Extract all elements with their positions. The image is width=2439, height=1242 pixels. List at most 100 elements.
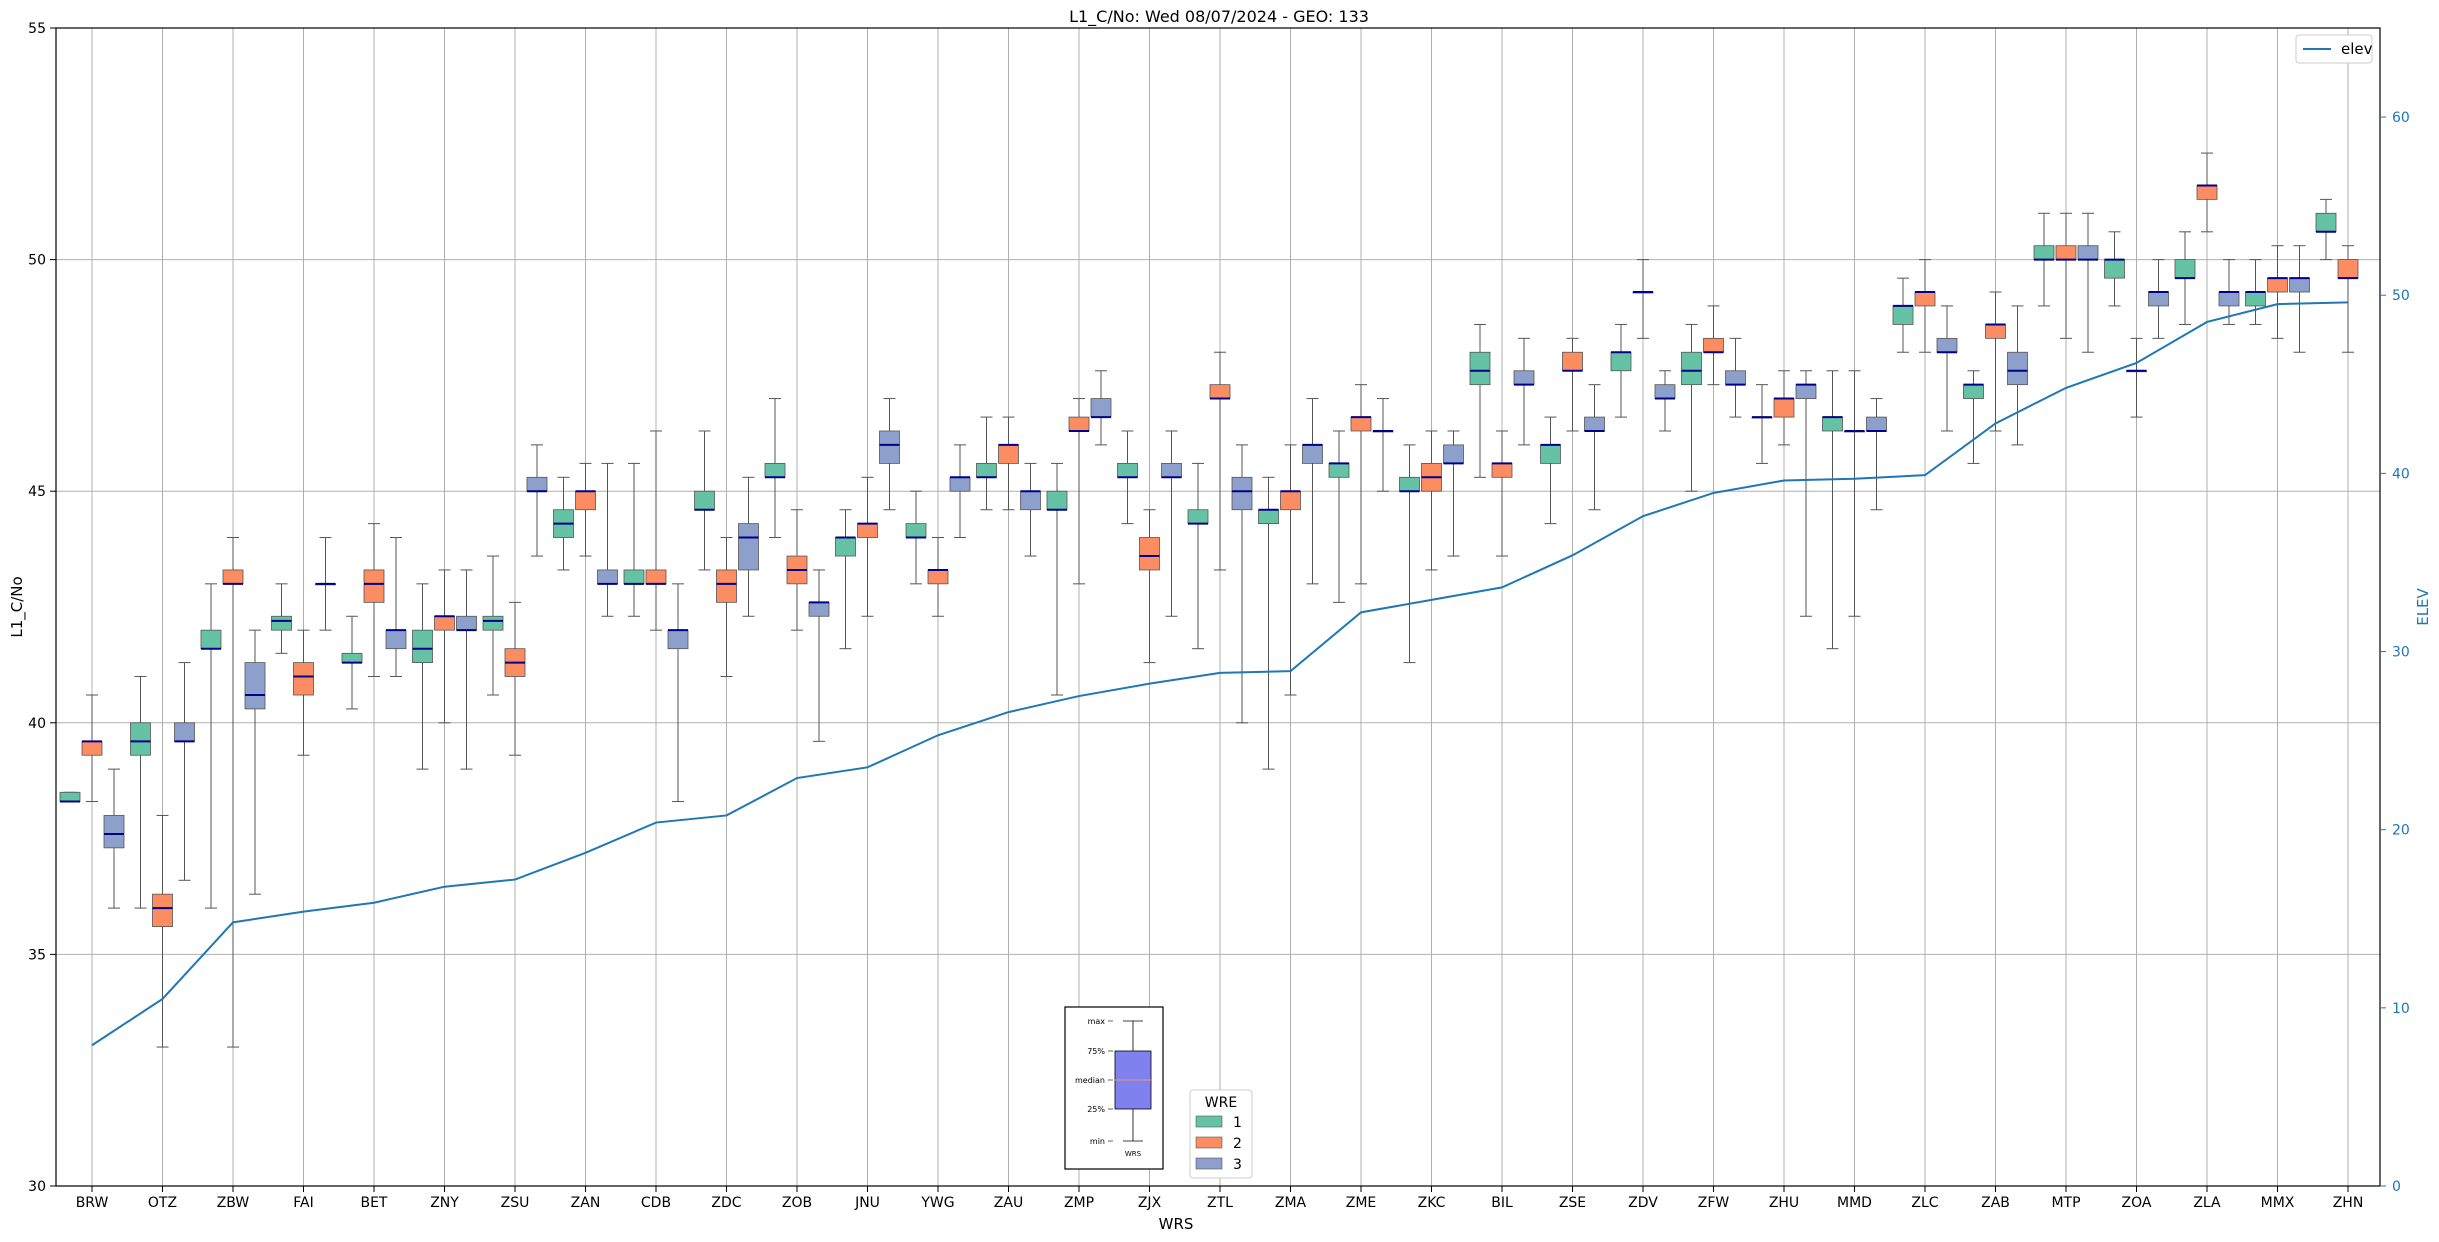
y2-tick-label: 50 bbox=[2392, 288, 2410, 304]
box-group-wre-1 bbox=[1117, 430, 1138, 525]
box-body bbox=[2337, 259, 2359, 279]
box-body bbox=[623, 569, 645, 585]
box-group-wre-1 bbox=[200, 583, 222, 909]
y-tick-label: 40 bbox=[28, 716, 46, 732]
box-group-wre-1 bbox=[1681, 323, 1702, 492]
box-group-wre-3 bbox=[1302, 398, 1323, 585]
x-tick-label: ZME bbox=[1346, 1195, 1377, 1211]
box-body bbox=[1773, 398, 1795, 418]
box-group-wre-2 bbox=[1068, 398, 1090, 585]
box-body bbox=[2267, 277, 2288, 293]
box-body bbox=[222, 569, 244, 585]
box-body bbox=[412, 629, 433, 663]
box-group-wre-3 bbox=[1090, 370, 1112, 446]
box-group-wre-3 bbox=[1584, 384, 1605, 511]
box-group-wre-1 bbox=[2245, 259, 2266, 325]
box-groups bbox=[59, 152, 2359, 1048]
box-group-wre-2 bbox=[2055, 212, 2077, 339]
box-body bbox=[1584, 416, 1605, 432]
box-group-wre-2 bbox=[1914, 259, 1936, 353]
x-tick-label: ZOA bbox=[2122, 1195, 2152, 1211]
y-tick-label: 55 bbox=[28, 21, 46, 37]
x-tick-label: ZFW bbox=[1698, 1195, 1730, 1211]
box-body bbox=[1562, 351, 1583, 372]
elev-legend: elev bbox=[2295, 34, 2373, 64]
y-tick-label: 35 bbox=[28, 947, 46, 963]
box-group-wre-1 bbox=[59, 791, 81, 803]
box-body bbox=[363, 569, 385, 603]
box-body bbox=[1302, 444, 1323, 464]
box-group-wre-3 bbox=[385, 537, 407, 677]
box-body bbox=[1187, 509, 1209, 525]
box-body bbox=[1117, 463, 1138, 478]
box-body bbox=[2218, 291, 2240, 307]
box-group-wre-3 bbox=[879, 398, 900, 511]
box-body bbox=[526, 476, 548, 492]
box-group-wre-1 bbox=[2033, 212, 2055, 307]
box-group-wre-2 bbox=[1632, 259, 1654, 339]
y2-tick-label: 60 bbox=[2392, 110, 2410, 126]
box-body bbox=[1090, 398, 1112, 418]
chart-title: L1_C/No: Wed 08/07/2024 - GEO: 133 bbox=[1069, 7, 1369, 27]
box-body bbox=[1681, 351, 1702, 386]
y-tick-label: 30 bbox=[28, 1179, 46, 1195]
box-body bbox=[1020, 490, 1041, 511]
y2-tick-label: 20 bbox=[2392, 823, 2410, 839]
box-body bbox=[1161, 463, 1182, 478]
box-body bbox=[879, 430, 900, 464]
y2-axis-label: ELEV bbox=[2414, 587, 2432, 625]
box-body bbox=[1513, 370, 1535, 386]
box-group-wre-3 bbox=[738, 476, 759, 617]
box-body bbox=[81, 740, 103, 756]
box-body bbox=[1139, 537, 1160, 571]
box-group-wre-3 bbox=[2007, 305, 2028, 446]
x-tick-label: ZBW bbox=[217, 1195, 250, 1211]
x-tick-label: BET bbox=[360, 1195, 387, 1211]
box-group-wre-2 bbox=[434, 569, 455, 724]
box-group-wre-3 bbox=[597, 462, 618, 617]
box-group-wre-3 bbox=[174, 662, 195, 881]
key-box-inset: max 75% median 25% min WRS bbox=[1064, 1006, 1164, 1170]
box-body bbox=[1046, 490, 1068, 511]
box-group-wre-3 bbox=[1936, 305, 1958, 432]
box-body bbox=[1469, 351, 1491, 386]
box-group-wre-2 bbox=[1844, 370, 1865, 617]
box-group-wre-3 bbox=[315, 537, 336, 631]
x-tick-label: ZHN bbox=[2333, 1195, 2364, 1211]
box-group-wre-1 bbox=[1469, 323, 1491, 478]
box-group-wre-2 bbox=[1491, 430, 1513, 557]
box-body bbox=[927, 569, 949, 585]
x-tick-label: ZAB bbox=[1981, 1195, 2010, 1211]
x-tick-label: ZAU bbox=[994, 1195, 1023, 1211]
box-body bbox=[1866, 416, 1887, 432]
box-group-wre-1 bbox=[1540, 416, 1561, 525]
box-body bbox=[1795, 384, 1817, 399]
box-body bbox=[667, 629, 689, 650]
wre-legend: WRE 1 2 3 bbox=[1189, 1089, 1253, 1179]
x-tick-label: ZHU bbox=[1769, 1195, 1799, 1211]
x-tick-label: MMX bbox=[2261, 1195, 2295, 1211]
box-body bbox=[1068, 416, 1090, 432]
box-body bbox=[2055, 245, 2077, 260]
x-axis-label: WRS bbox=[1159, 1215, 1194, 1233]
box-body bbox=[976, 463, 997, 478]
box-group-wre-3 bbox=[456, 569, 477, 770]
x-tick-label: ZSU bbox=[501, 1195, 530, 1211]
box-body bbox=[244, 662, 266, 710]
box-group-wre-2 bbox=[1280, 444, 1301, 696]
box-group-wre-1 bbox=[1258, 476, 1279, 770]
grid-lines bbox=[56, 27, 2380, 1187]
box-group-wre-2 bbox=[504, 601, 526, 756]
x-tick-label: ZDV bbox=[1628, 1195, 1658, 1211]
box-body bbox=[456, 615, 477, 631]
key-xlabel: WRS bbox=[1125, 1150, 1142, 1158]
box-group-wre-3 bbox=[1443, 430, 1464, 557]
box-body bbox=[998, 444, 1019, 464]
box-group-wre-2 bbox=[1421, 430, 1442, 571]
box-body bbox=[2007, 351, 2028, 386]
box-group-wre-1 bbox=[412, 583, 433, 770]
y-tick-label: 45 bbox=[28, 484, 46, 500]
box-group-wre-3 bbox=[1866, 398, 1887, 511]
box-body bbox=[152, 893, 173, 928]
